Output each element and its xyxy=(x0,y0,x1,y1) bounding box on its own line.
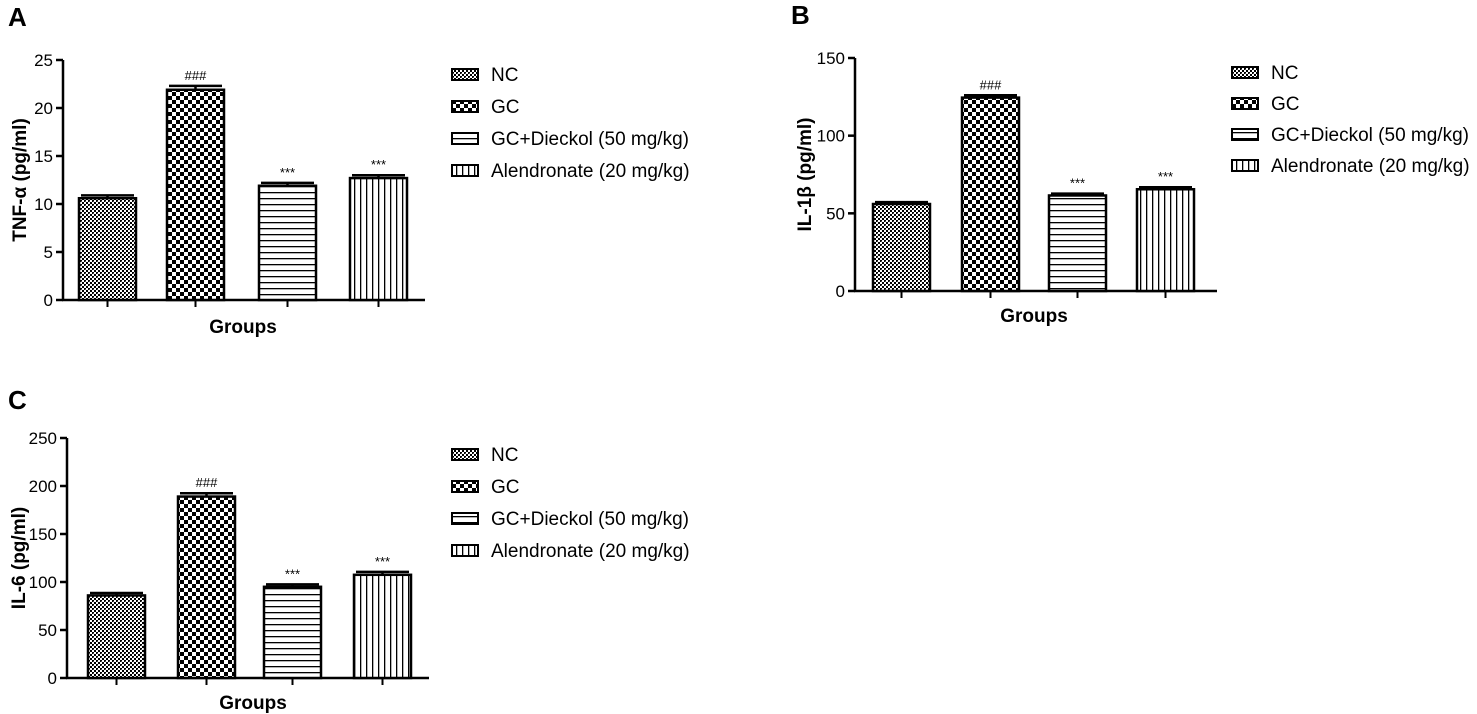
bar-1 xyxy=(871,202,932,293)
y-tick-label: 200 xyxy=(29,477,57,496)
y-tick-label: 0 xyxy=(44,291,53,310)
panel-letter: B xyxy=(791,0,810,30)
x-axis-title: Groups xyxy=(219,693,287,714)
y-tick-label: 100 xyxy=(817,127,845,146)
bar-2 xyxy=(165,88,226,302)
y-tick-label: 100 xyxy=(29,573,57,592)
y-tick-label: 5 xyxy=(44,243,53,262)
legend-label: NC xyxy=(491,445,518,466)
bar-3 xyxy=(1047,194,1108,293)
legend-swatch xyxy=(1231,159,1259,172)
chart-panel-c: C 0 50 100 150 200 250 IL-6 (pg/ml) Groups ### ***… xyxy=(8,385,690,714)
significance-label: ### xyxy=(196,475,218,490)
bar-2 xyxy=(176,495,237,680)
panel-letter: A xyxy=(8,2,27,32)
chart-panel-b: B 0 50 100 150 IL-1β (pg/ml) Groups ### *** *** NC… xyxy=(791,0,1470,327)
y-tick-label: 0 xyxy=(836,282,845,301)
legend-label: GC+Dieckol (50 mg/kg) xyxy=(491,129,689,150)
significance-label: *** xyxy=(371,157,386,172)
bar-3 xyxy=(257,184,318,302)
y-tick-label: 150 xyxy=(29,525,57,544)
legend-label: Alendronate (20 mg/kg) xyxy=(491,161,690,182)
significance-label: *** xyxy=(280,165,295,180)
legend-swatch xyxy=(451,132,479,145)
legend-swatch xyxy=(1231,128,1259,141)
y-tick-label: 0 xyxy=(48,669,57,688)
y-tick-label: 20 xyxy=(34,99,53,118)
significance-label: *** xyxy=(1070,176,1085,191)
bar-3 xyxy=(262,585,323,680)
legend-swatch xyxy=(451,544,479,557)
panel-letter: C xyxy=(8,385,27,415)
y-tick-label: 250 xyxy=(29,429,57,448)
significance-label: ### xyxy=(185,68,207,83)
significance-label: *** xyxy=(285,566,300,581)
chart-panel-a: A 0 5 10 15 20 25 TNF-α (pg/ml) Groups ### *** *** N… xyxy=(8,2,690,338)
y-tick-label: 50 xyxy=(38,621,57,640)
legend-label: GC+Dieckol (50 mg/kg) xyxy=(491,509,689,530)
y-axis-title: IL-6 (pg/ml) xyxy=(9,507,30,609)
legend-swatch xyxy=(1231,97,1259,110)
bar-4 xyxy=(1135,188,1196,293)
legend-swatch xyxy=(451,480,479,493)
y-tick-label: 150 xyxy=(817,49,845,68)
significance-label: *** xyxy=(1158,169,1173,184)
legend-label: GC+Dieckol (50 mg/kg) xyxy=(1271,125,1469,146)
bar-4 xyxy=(352,573,413,680)
bar-2 xyxy=(960,96,1021,293)
bar-1 xyxy=(77,196,138,302)
y-tick-label: 25 xyxy=(34,51,53,70)
x-axis-title: Groups xyxy=(1000,306,1068,327)
bar-4 xyxy=(348,176,409,302)
legend-swatch xyxy=(451,164,479,177)
panels: A 0 5 10 15 20 25 TNF-α (pg/ml) Groups ### *** *** N… xyxy=(8,0,1470,714)
legend-swatch xyxy=(1231,66,1259,79)
legend-label: NC xyxy=(491,65,518,86)
legend-label: GC xyxy=(491,477,520,498)
legend-swatch xyxy=(451,512,479,525)
y-tick-label: 50 xyxy=(826,204,845,223)
y-tick-label: 15 xyxy=(34,147,53,166)
y-tick-label: 10 xyxy=(34,195,53,214)
y-axis-title: TNF-α (pg/ml) xyxy=(10,118,31,242)
legend-label: Alendronate (20 mg/kg) xyxy=(491,541,690,562)
legend-label: GC xyxy=(1271,94,1300,115)
x-axis-title: Groups xyxy=(209,317,277,338)
legend-swatch xyxy=(451,100,479,113)
bar-1 xyxy=(86,594,147,680)
legend-swatch xyxy=(451,448,479,461)
legend-label: GC xyxy=(491,97,520,118)
legend-label: Alendronate (20 mg/kg) xyxy=(1271,156,1470,177)
legend-swatch xyxy=(451,68,479,81)
significance-label: ### xyxy=(980,77,1002,92)
significance-label: *** xyxy=(375,554,390,569)
y-axis-title: IL-1β (pg/ml) xyxy=(795,118,816,232)
legend-label: NC xyxy=(1271,63,1298,84)
